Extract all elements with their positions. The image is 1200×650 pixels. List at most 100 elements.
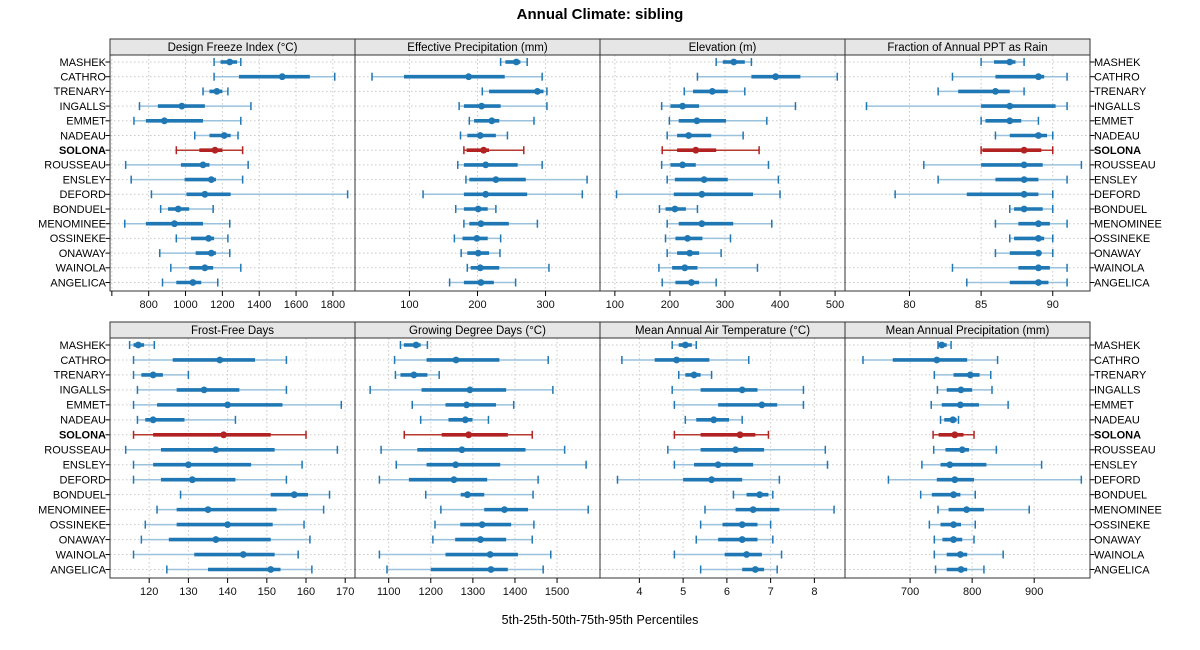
x-axis-tick-label: 150: [258, 586, 276, 598]
median-dot: [473, 235, 481, 242]
interval-ingalls: [865, 102, 1068, 111]
site-label-right-ensley: ENSLEY: [1094, 174, 1138, 186]
site-label-right-ossineke: OSSINEKE: [1094, 233, 1150, 245]
median-dot: [211, 146, 219, 154]
median-dot: [171, 220, 178, 228]
x-axis-tick-label: 140: [218, 586, 236, 598]
interval-wainola: [658, 263, 759, 272]
median-dot: [533, 88, 541, 95]
interval-cathro: [393, 355, 549, 364]
median-dot: [738, 386, 746, 394]
median-dot: [681, 341, 689, 349]
site-label-left-emmet: EMMET: [66, 116, 106, 128]
interval-ensley: [666, 175, 780, 184]
x-axis-tick-label: 1000: [173, 299, 197, 311]
interval-solona: [932, 430, 975, 439]
interval-emmet: [411, 400, 515, 409]
interval-ossineke: [928, 520, 977, 529]
median-dot: [730, 58, 738, 66]
median-dot: [966, 371, 974, 379]
median-dot: [477, 536, 484, 543]
site-label-left-wainola: WAINOLA: [56, 549, 107, 561]
site-label-left-wainola: WAINOLA: [56, 263, 107, 275]
median-dot: [410, 371, 418, 379]
interval-menominee: [156, 505, 325, 514]
median-dot: [461, 416, 469, 424]
site-label-right-nadeau: NADEAU: [1094, 415, 1140, 427]
interval-rousseau: [457, 160, 543, 169]
median-dot: [1006, 102, 1014, 110]
interval-ingalls: [136, 385, 288, 394]
interval-cathro: [951, 72, 1068, 81]
site-label-right-ingalls: INGALLS: [1094, 385, 1140, 397]
site-label-left-nadeau: NADEAU: [60, 130, 106, 142]
interval-bonduel: [159, 205, 214, 213]
interval-wainola: [673, 550, 783, 559]
interval-trenary: [678, 370, 713, 379]
median-dot: [738, 536, 746, 543]
interval-ensley: [673, 460, 829, 469]
median-dot: [1020, 161, 1028, 169]
interval-solona: [132, 430, 307, 439]
interval-deford: [422, 190, 584, 199]
interval-nadeau: [939, 415, 960, 424]
interval-mashek: [399, 341, 429, 349]
median-dot: [1035, 264, 1042, 272]
interval-solona: [175, 146, 244, 155]
x-axis-tick-label: 8: [811, 586, 817, 598]
interval-ossineke: [699, 520, 772, 529]
site-label-right-onaway: ONAWAY: [1094, 534, 1142, 546]
median-dot: [1035, 220, 1042, 228]
interval-emmet: [930, 400, 1009, 409]
interval-cathro: [621, 355, 750, 364]
interval-emmet: [133, 116, 242, 125]
panel-border: [844, 54, 1091, 292]
site-label-left-ensley: ENSLEY: [63, 460, 107, 472]
interval-angelica: [934, 565, 985, 574]
x-axis-tick-label: 1100: [377, 586, 401, 598]
panel-background: [600, 338, 845, 578]
interval-bonduel: [179, 490, 331, 499]
interval-wainola: [466, 263, 550, 272]
interval-onaway: [460, 249, 501, 258]
interval-deford: [615, 190, 781, 199]
median-dot: [698, 220, 706, 228]
panel-mean-annual-precipitation-mm: Mean Annual Precipitation (mm) 700 800 900: [844, 321, 1091, 598]
median-dot: [758, 401, 766, 409]
median-dot: [684, 235, 691, 242]
median-dot: [749, 506, 757, 514]
interval-trenary: [481, 87, 548, 96]
median-dot: [949, 416, 957, 424]
site-label-left-angelica: ANGELICA: [50, 277, 106, 289]
interval-menominee: [994, 219, 1068, 228]
median-dot: [938, 341, 946, 349]
x-axis-tick-label: 4: [636, 586, 642, 598]
median-dot: [478, 102, 485, 110]
interval-mashek: [671, 341, 697, 349]
median-dot: [205, 235, 212, 242]
median-dot: [671, 205, 679, 213]
interval-mashek: [213, 58, 242, 66]
median-dot: [149, 371, 157, 379]
site-label-right-ensley: ENSLEY: [1094, 460, 1138, 472]
median-dot: [488, 117, 496, 125]
site-label-left-trenary: TRENARY: [54, 370, 107, 382]
median-dot: [956, 551, 964, 558]
x-axis-tick-label: 300: [536, 299, 554, 311]
median-dot: [714, 461, 722, 469]
median-dot: [224, 521, 232, 528]
interval-rousseau: [124, 160, 249, 169]
x-axis-tick-label: 300: [716, 299, 734, 311]
median-dot: [1035, 235, 1042, 242]
interval-menominee: [666, 219, 773, 228]
interval-emmet: [673, 400, 805, 409]
median-dot: [1035, 279, 1042, 286]
site-label-right-mashek: MASHEK: [1094, 57, 1141, 69]
site-label-right-menominee: MENOMINEE: [1094, 504, 1162, 516]
interval-rousseau: [923, 160, 1083, 169]
panel-growing-degree-days-c: Growing Degree Days (°C) 1100 1200 1300 1400…: [354, 321, 601, 598]
interval-ensley: [130, 175, 244, 184]
site-label-right-angelica: ANGELICA: [1094, 564, 1150, 576]
median-dot: [743, 551, 750, 558]
